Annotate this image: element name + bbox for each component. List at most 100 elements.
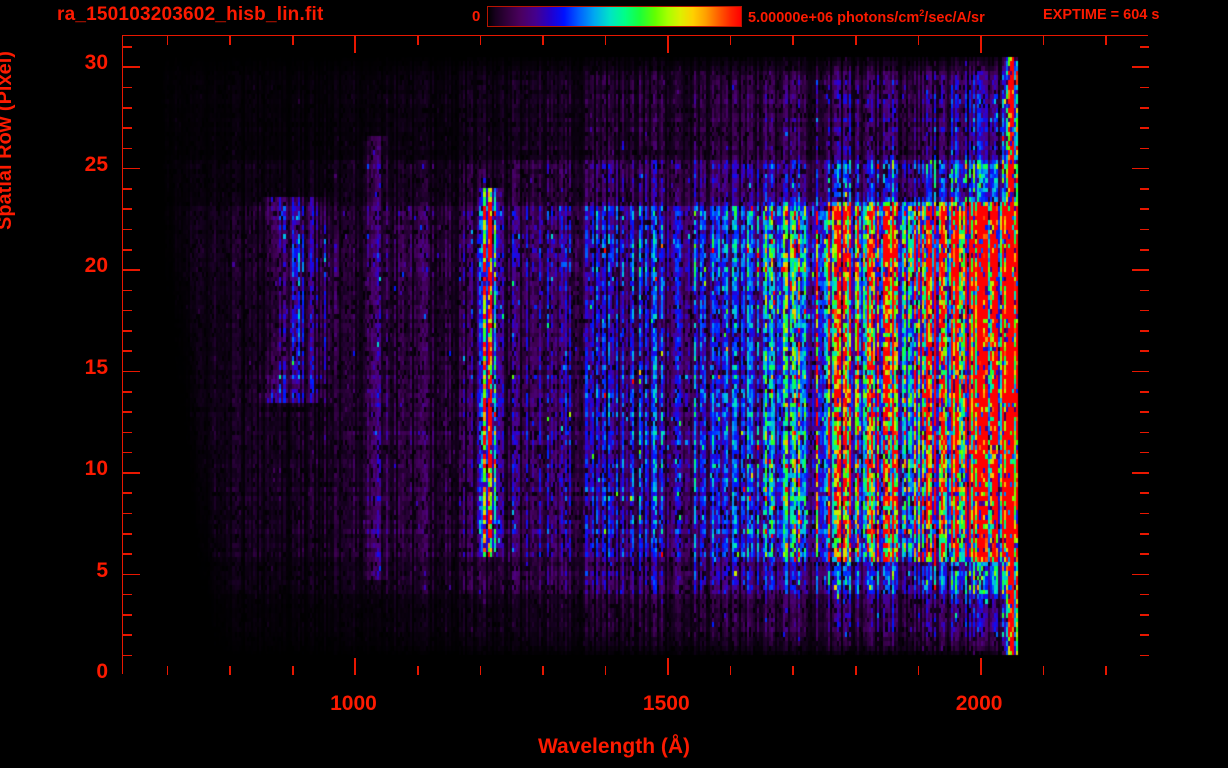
y-axis-tick: [1140, 228, 1149, 231]
x-axis-tick: [1105, 666, 1107, 675]
y-axis-tick: [123, 492, 132, 495]
y-axis-tick: [123, 330, 132, 332]
y-axis-tick: [123, 533, 132, 535]
y-axis-tick: [123, 512, 132, 515]
y-axis-tick: [123, 107, 132, 109]
y-axis-tick-label: 25: [84, 152, 108, 176]
y-axis-tick: [123, 350, 132, 353]
y-axis-tick: [123, 634, 132, 637]
y-axis-tick: [123, 573, 140, 576]
x-axis-tick: [667, 658, 669, 675]
y-axis-tick: [1132, 269, 1149, 271]
colorbar-min-label: 0: [472, 8, 481, 25]
y-axis-tick: [1140, 593, 1149, 596]
y-axis-tick: [123, 309, 132, 312]
y-axis-tick: [1140, 553, 1149, 555]
y-axis-tick: [1140, 350, 1149, 353]
y-axis-tick: [123, 208, 132, 211]
x-axis-tick: [479, 36, 482, 45]
x-axis-tick: [854, 666, 857, 675]
exptime-label: EXPTIME = 604 s: [1043, 7, 1160, 23]
y-axis-tick: [1132, 66, 1149, 69]
y-axis-tick: [123, 431, 132, 434]
y-axis-tick: [1140, 451, 1149, 454]
x-axis-tick: [479, 666, 482, 675]
y-axis-tick: [1140, 492, 1149, 495]
y-axis-tick: [123, 188, 132, 190]
y-axis-tick: [123, 391, 132, 393]
y-axis-tick: [123, 289, 132, 292]
y-axis-tick: [123, 593, 132, 596]
x-axis-tick: [604, 666, 607, 675]
x-axis-tick: [417, 36, 419, 45]
colorbar-max-value: 5.00000e+06: [748, 9, 834, 26]
y-axis-tick: [1140, 127, 1149, 129]
x-axis-tick: [542, 666, 544, 675]
y-axis-tick: [123, 472, 140, 474]
y-axis-tick: [123, 411, 132, 413]
y-axis-tick: [1140, 533, 1149, 535]
x-axis-tick: [166, 36, 169, 45]
y-axis-tick-label: 15: [84, 355, 108, 379]
y-axis-tick: [123, 370, 140, 373]
y-axis-tick: [123, 249, 132, 251]
y-axis-tick-label: 10: [84, 457, 108, 481]
x-axis-tick: [980, 36, 982, 53]
x-axis-tick: [291, 36, 294, 45]
x-axis-tick: [354, 36, 357, 53]
x-axis-tick-label: 2000: [955, 692, 1003, 715]
spectrogram-image: [123, 36, 1149, 675]
y-axis-tick: [123, 127, 132, 129]
x-axis-tick: [792, 36, 794, 45]
x-axis-tick: [229, 666, 231, 675]
y-axis-tick: [1140, 147, 1149, 150]
y-axis-tick: [1140, 512, 1149, 515]
page-title: ra_150103203602_hisb_lin.fit: [57, 4, 324, 25]
x-axis-tick: [166, 666, 169, 675]
y-axis-tick: [123, 66, 140, 69]
x-axis-tick: [1042, 666, 1045, 675]
y-axis-tick: [1140, 411, 1149, 413]
colorbar-max-label: 5.00000e+06 photons/cm2/sec/A/sr: [748, 8, 985, 26]
y-axis-tick: [1132, 472, 1149, 474]
x-axis-tick: [980, 658, 982, 675]
y-axis-tick-label: 0: [96, 660, 108, 683]
x-axis-tick: [792, 666, 794, 675]
y-axis-tick: [1140, 634, 1149, 637]
y-axis-tick: [1140, 309, 1149, 312]
y-axis-tick: [1132, 573, 1149, 576]
y-axis-tick: [1140, 391, 1149, 393]
x-axis-tick: [1105, 36, 1107, 45]
x-axis-tick: [917, 36, 920, 45]
y-axis-tick: [123, 167, 140, 170]
x-axis-tick: [667, 36, 669, 53]
y-axis-tick: [1140, 86, 1149, 89]
y-axis-tick: [123, 228, 132, 231]
colorbar: [487, 6, 742, 27]
plot-frame: [122, 35, 1149, 675]
y-axis-tick: [123, 269, 140, 271]
y-axis-tick: [1140, 614, 1149, 616]
y-axis-tick: [123, 553, 132, 555]
y-axis-tick: [1140, 431, 1149, 434]
x-axis-tick: [1042, 36, 1045, 45]
x-axis-tick: [729, 666, 732, 675]
y-axis-tick: [123, 451, 132, 454]
y-axis-tick: [123, 86, 132, 89]
x-axis-tick: [729, 36, 732, 45]
colorbar-units-exponent: 2: [919, 8, 925, 18]
y-axis-tick: [1140, 289, 1149, 292]
x-axis-tick: [604, 36, 607, 45]
y-axis-tick: [1132, 167, 1149, 170]
y-axis-tick: [1140, 249, 1149, 251]
x-axis-tick: [417, 666, 419, 675]
x-axis-tick: [917, 666, 920, 675]
x-axis-tick: [542, 36, 544, 45]
y-axis-tick: [1140, 107, 1149, 109]
x-axis-tick: [291, 666, 294, 675]
y-axis-tick-label: 30: [84, 51, 108, 75]
y-axis-tick: [123, 654, 132, 657]
x-axis-tick: [354, 658, 357, 675]
y-axis-title: Spatial Row (Pixel): [0, 51, 16, 230]
